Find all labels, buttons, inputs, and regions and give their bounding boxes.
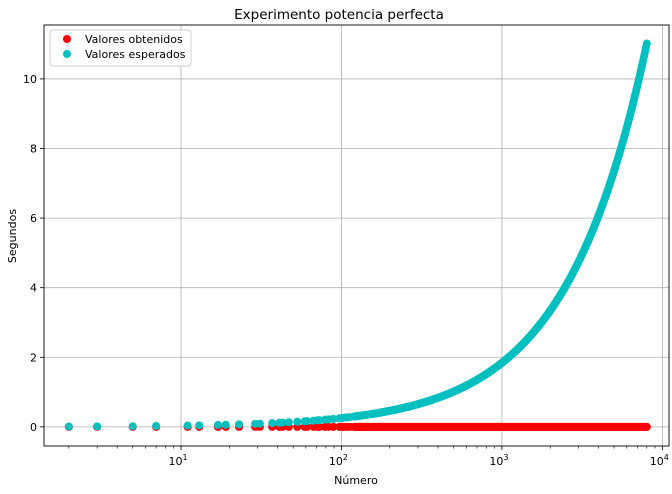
expected-point [152,421,161,430]
y-axis-ticks: 0 2 4 6 8 10 [23,73,44,434]
obtained-point [315,422,324,431]
series-valores-obtenidos [64,422,651,431]
expected-point [64,422,73,431]
legend-label-obtained: Valores obtenidos [85,33,183,46]
expected-point [303,417,312,426]
expected-point [221,420,230,429]
expected-point [93,422,102,431]
y-tick-label: 6 [30,212,37,225]
y-tick-label: 10 [23,73,37,86]
expected-point [128,422,137,431]
x-tick-label: 101 [168,453,187,468]
obtained-point [329,422,338,431]
chart-title: Experimento potencia perfecta [234,7,444,23]
x-minor-ticks [68,446,656,449]
plot-frame [43,24,670,447]
legend-marker-obtained [63,35,71,43]
y-axis-label: Segundos [6,209,19,263]
series-valores-esperados [64,39,651,431]
expected-point [278,418,287,427]
expected-point [213,420,222,429]
x-axis-label: Número [334,474,378,487]
expected-point [284,418,293,427]
y-tick-label: 8 [30,143,37,156]
obtained-point [642,422,651,431]
y-tick-label: 0 [30,421,37,434]
x-axis-ticks: 101 102 103 104 [168,446,669,468]
expected-point [183,421,192,430]
expected-point [195,421,204,430]
expected-point [329,414,338,423]
legend-label-expected: Valores esperados [85,48,186,61]
y-tick-label: 2 [30,351,37,364]
legend: Valores obtenidos Valores esperados [49,29,192,67]
y-tick-label: 4 [30,282,37,295]
expected-point [255,419,264,428]
x-tick-label: 102 [329,453,348,468]
legend-marker-expected [63,50,71,58]
expected-point [293,417,302,426]
expected-point [268,419,277,428]
expected-point [642,39,651,48]
x-tick-label: 103 [489,453,508,468]
expected-point [235,420,244,429]
legend-box [49,29,192,67]
x-tick-label: 104 [650,453,669,468]
